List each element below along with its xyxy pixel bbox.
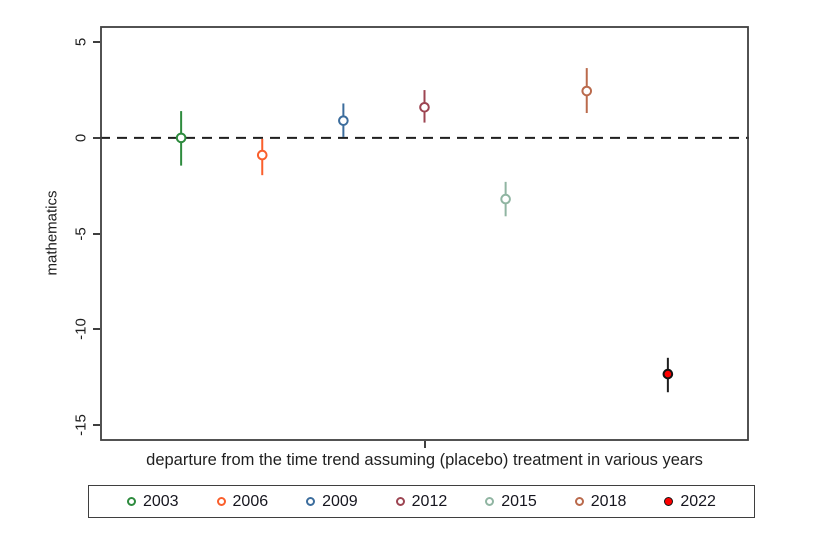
open-circle-icon	[216, 497, 226, 506]
y-tick-label: -10	[72, 318, 90, 340]
x-tick-mark	[423, 441, 426, 448]
open-circle-icon	[574, 497, 584, 506]
point-marker-2006	[256, 149, 268, 161]
point-marker-2009	[338, 115, 349, 126]
y-tick-mark	[93, 136, 100, 139]
y-tick-label: -5	[72, 226, 90, 241]
y-tick-label: -15	[72, 413, 90, 436]
point-marker-2015	[500, 193, 511, 205]
point-marker-2012	[419, 101, 430, 113]
legend-item-2015: 2015	[485, 493, 537, 511]
legend: 2003 2006 2009 2012 2015 2018 2022	[88, 485, 755, 518]
legend-label: 2006	[232, 492, 269, 510]
legend-item-2022: 2022	[664, 493, 716, 511]
open-circle-icon	[306, 497, 316, 506]
legend-label: 2009	[322, 492, 358, 510]
y-tick-label: 0	[72, 133, 90, 143]
legend-label: 2003	[142, 492, 179, 510]
open-circle-icon	[395, 497, 405, 506]
legend-item-2006: 2006	[216, 492, 269, 511]
x-axis-title: departure from the time trend assuming (…	[146, 451, 703, 469]
legend-item-2018: 2018	[574, 492, 627, 511]
y-tick-label: 5	[72, 38, 90, 47]
point-marker-2003	[175, 132, 187, 144]
legend-item-2003: 2003	[126, 492, 179, 511]
y-tick-mark	[93, 328, 100, 331]
filled-circle-icon	[664, 497, 674, 506]
legend-label: 2018	[590, 492, 627, 510]
legend-label: 2015	[501, 492, 537, 510]
plot-area	[100, 26, 749, 441]
legend-item-2009: 2009	[306, 493, 358, 511]
legend-label: 2022	[680, 492, 716, 510]
point-marker-2018	[581, 85, 593, 97]
point-marker-2022	[662, 368, 674, 380]
plot-canvas	[100, 26, 749, 441]
y-tick-mark	[93, 423, 100, 426]
open-circle-icon	[126, 497, 136, 506]
plot-frame	[100, 26, 749, 441]
y-axis-title: mathematics	[43, 190, 61, 276]
legend-item-2012: 2012	[395, 492, 448, 511]
y-tick-mark	[93, 41, 100, 44]
legend-label: 2012	[411, 492, 448, 510]
y-tick-mark	[93, 232, 100, 235]
open-circle-icon	[485, 497, 495, 506]
